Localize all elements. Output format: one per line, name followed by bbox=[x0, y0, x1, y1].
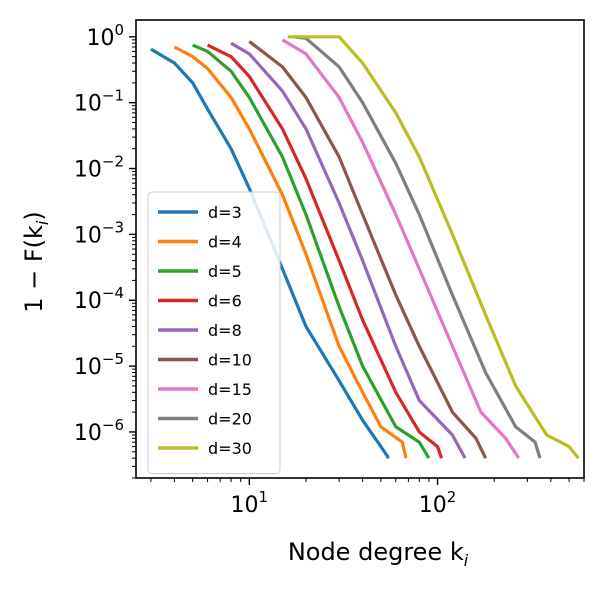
series-line-d=4 bbox=[173, 45, 408, 459]
legend-label-d=6: d=6 bbox=[208, 292, 242, 311]
y-tick-label: 10−6 bbox=[74, 416, 124, 446]
legend-label-d=3: d=3 bbox=[208, 203, 242, 222]
series-line-d=5 bbox=[192, 43, 431, 459]
y-tick-label: 10−1 bbox=[74, 87, 124, 117]
legend-label-d=30: d=30 bbox=[208, 439, 252, 458]
series-line-d=15 bbox=[281, 38, 521, 460]
x-axis-label: Node degree ki bbox=[288, 538, 469, 570]
series-line-d=6 bbox=[206, 43, 444, 459]
y-tick-label: 10−3 bbox=[74, 218, 124, 248]
series-layer bbox=[150, 35, 580, 460]
legend-label-d=15: d=15 bbox=[208, 380, 252, 399]
legend-box bbox=[147, 191, 281, 474]
legend-label-d=4: d=4 bbox=[208, 233, 242, 252]
x-tick-label: 101 bbox=[231, 488, 269, 518]
legend-label-d=10: d=10 bbox=[208, 351, 252, 370]
series-line-d=10 bbox=[248, 40, 488, 459]
y-tick-label: 10−4 bbox=[74, 284, 124, 314]
legend: d=3 d=4 d=5 d=6 d=8 d=10 d=15 d=20 d=30 bbox=[147, 191, 281, 474]
series-line-d=8 bbox=[230, 41, 467, 459]
series-line-d=20 bbox=[292, 35, 542, 459]
series-line-d=30 bbox=[287, 35, 580, 460]
x-tick-label: 102 bbox=[419, 488, 457, 518]
y-tick-label: 10−2 bbox=[74, 153, 124, 183]
legend-label-d=8: d=8 bbox=[208, 321, 242, 340]
y-tick-label: 10−5 bbox=[74, 350, 124, 380]
axes-layer: 101 102 100 10−1 10−2 10−3 10−4 10−5 10−6 bbox=[74, 19, 585, 518]
y-tick-label: 100 bbox=[86, 21, 124, 51]
legend-label-d=5: d=5 bbox=[208, 262, 242, 281]
legend-label-d=20: d=20 bbox=[208, 410, 252, 429]
y-axis-label: 1 − F(ki) bbox=[20, 211, 52, 313]
